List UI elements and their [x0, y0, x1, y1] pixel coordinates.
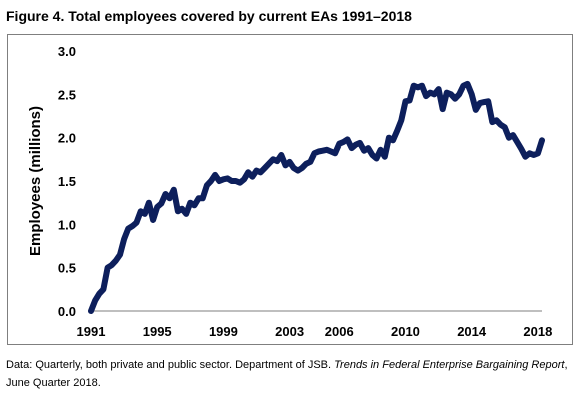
series-line: [88, 80, 545, 314]
y-tick-label: 1.0: [58, 217, 76, 232]
y-tick-label: 0.0: [58, 304, 76, 319]
figure-title: Figure 4. Total employees covered by cur…: [6, 8, 412, 24]
y-tick-label: 1.5: [58, 174, 76, 189]
source-note-suffix: , June Quarter 2018.: [6, 359, 568, 389]
x-tick-label: 2006: [325, 324, 354, 339]
x-tick-label: 1999: [209, 324, 238, 339]
x-tick-label: 2014: [457, 324, 487, 339]
y-axis-ticks: 0.0 0.5 1.0 1.5 2.0 2.5 3.0: [58, 44, 76, 319]
source-note-text: Data: Quarterly, both private and public…: [6, 359, 335, 371]
x-tick-label: 1995: [143, 324, 172, 339]
y-tick-label: 3.0: [58, 44, 76, 59]
source-note-report-title: Trends in Federal Enterprise Bargaining …: [334, 359, 565, 371]
chart-frame: [7, 34, 573, 345]
y-axis-label: Employees (millions): [27, 106, 44, 256]
x-axis-ticks: 1991 1995 1999 2003 2006 2010 2014 2018: [77, 324, 553, 339]
y-tick-label: 2.5: [58, 87, 76, 102]
x-tick-label: 2003: [275, 324, 304, 339]
x-tick-label: 2018: [523, 324, 552, 339]
y-tick-label: 2.0: [58, 131, 76, 146]
source-note: Data: Quarterly, both private and public…: [6, 356, 576, 392]
y-tick-label: 0.5: [58, 261, 76, 276]
x-tick-label: 1991: [77, 324, 106, 339]
x-tick-label: 2010: [391, 324, 420, 339]
